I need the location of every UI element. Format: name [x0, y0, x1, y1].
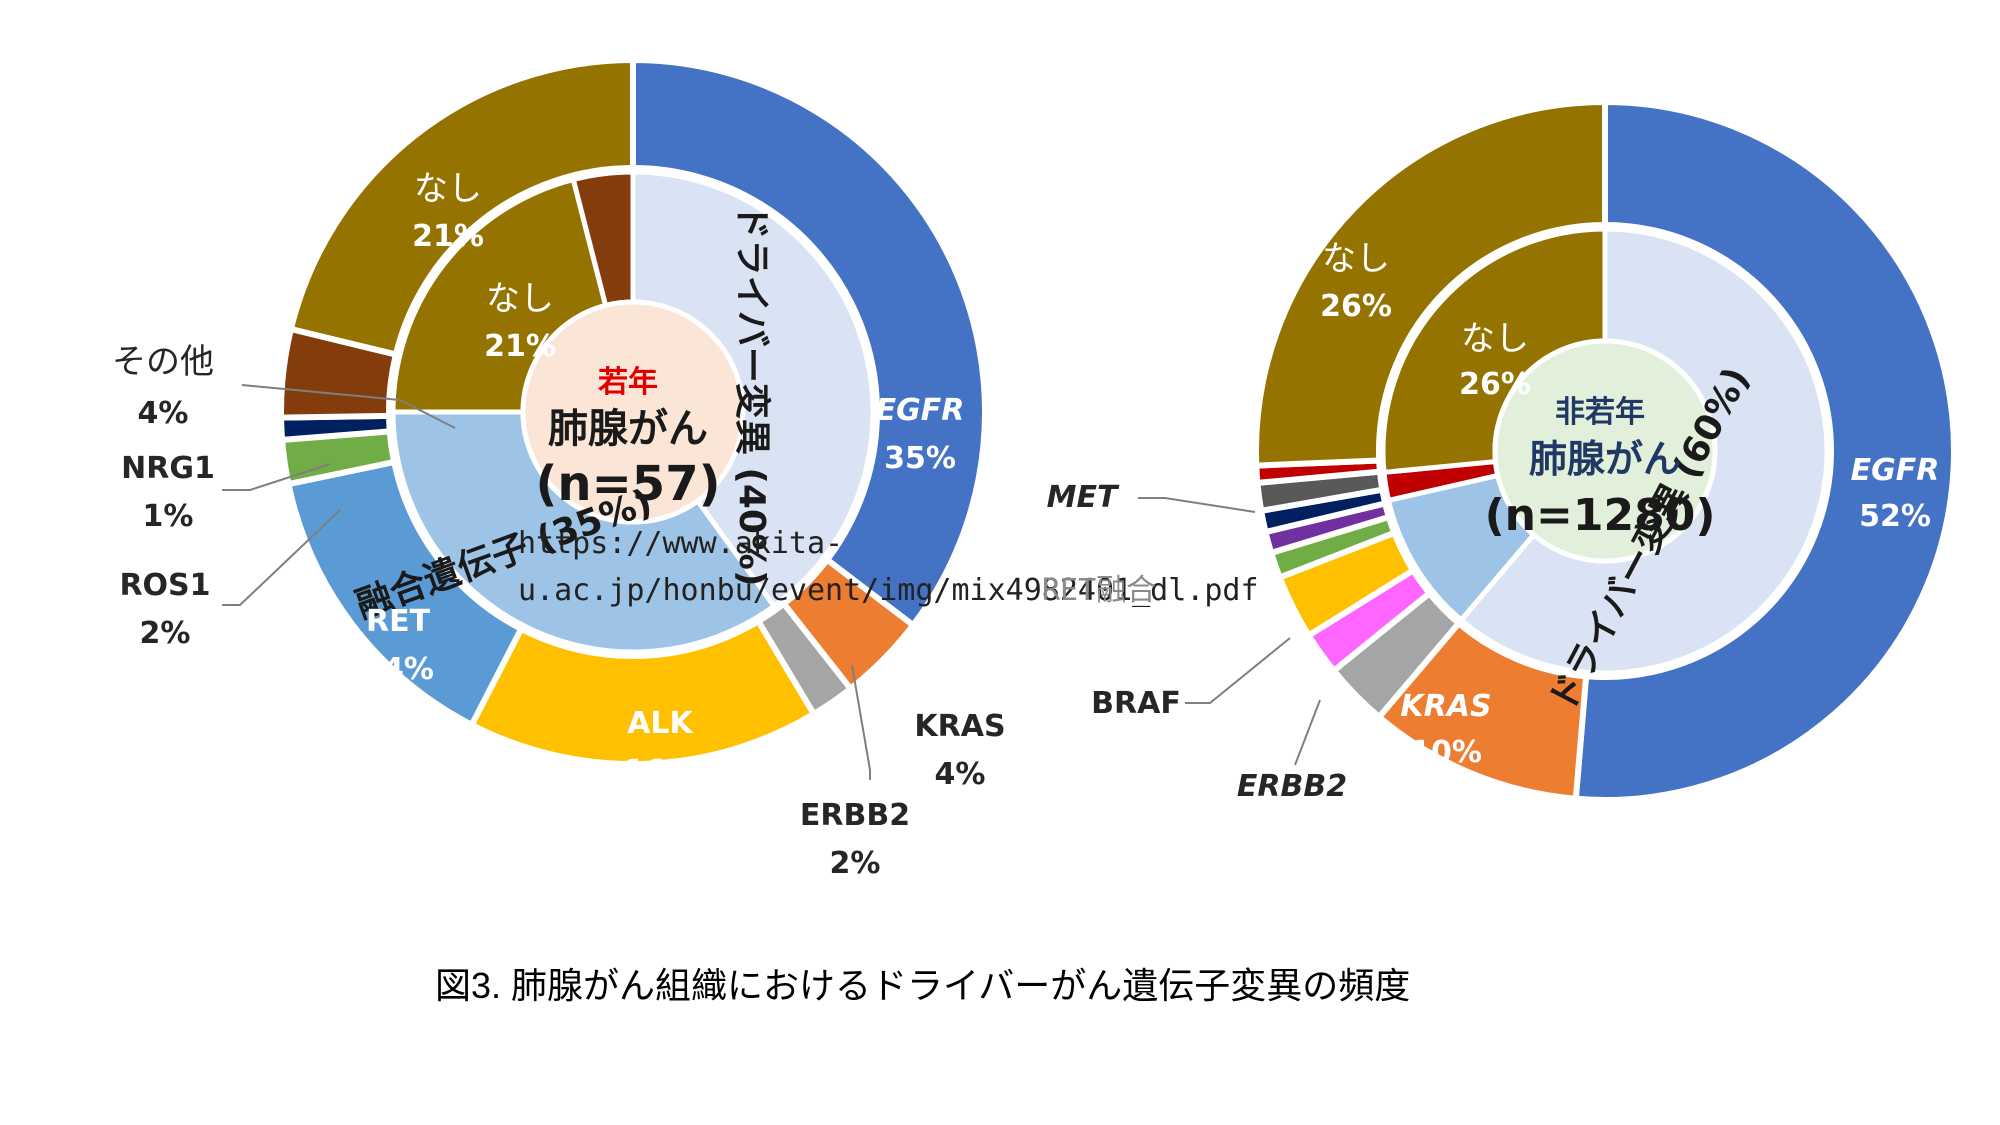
inner-none-pct-left: 21%	[484, 329, 556, 364]
young-adult-donut-chart	[277, 56, 988, 767]
leader-lines-right	[1138, 497, 1321, 766]
inner-none-name-right: なし	[1461, 319, 1529, 359]
label-erbb2-left: ERBB2	[800, 798, 910, 833]
pct-alk-left: 16%	[624, 754, 696, 789]
nonyoung-outer-slice-0-egfr	[1572, 98, 1957, 803]
outer-none-pct-right: 26%	[1320, 289, 1392, 324]
center-n-right: (n=1280)	[1485, 490, 1716, 541]
watermark-line2: u.ac.jp/honbu/event/img/mix4982401_dl.pd…	[518, 573, 1259, 608]
outer-none-name-left: なし	[414, 169, 482, 209]
young-outer-slice-8--	[287, 56, 636, 359]
ring-label-driver-left: ドライバー変異 (40%)	[731, 204, 773, 587]
label-alk-left: ALK	[627, 706, 694, 741]
pct-ros1-left: 2%	[140, 616, 191, 651]
pct-kras-left: 4%	[935, 757, 986, 792]
pct-nrg1-left: 1%	[143, 499, 194, 534]
label-ros1-left: ROS1	[119, 568, 210, 603]
center-subtitle-right: 肺腺がん	[1529, 437, 1681, 481]
inner-none-pct-right: 26%	[1459, 367, 1531, 402]
pct-egfr-left: 35%	[884, 441, 956, 476]
watermark-overlap: RET融合	[1042, 573, 1156, 608]
young-center-circle	[520, 299, 746, 525]
center-subtitle-left: 肺腺がん	[548, 406, 708, 452]
pct-erbb2-left: 2%	[830, 846, 881, 881]
pct-kras-right: 10%	[1410, 735, 1482, 770]
figure-caption: 図3. 肺腺がん組織におけるドライバーがん遺伝子変異の頻度	[435, 965, 1410, 1006]
pct-ret-left: 14%	[362, 652, 434, 687]
label-egfr-left: EGFR	[876, 393, 965, 428]
center-title-right: 非若年	[1555, 395, 1645, 430]
inner-none-name-left: なし	[486, 279, 554, 319]
label-braf-right: BRAF	[1091, 686, 1181, 721]
outer-none-name-right: なし	[1322, 239, 1390, 279]
pct-egfr-right: 52%	[1859, 499, 1931, 534]
nonyoung-center-circle	[1492, 338, 1718, 564]
label-nrg1-left: NRG1	[121, 451, 215, 486]
label-egfr-right: EGFR	[1851, 453, 1940, 488]
center-title-left: 若年	[598, 365, 658, 400]
watermark-line1: https://www.akita-	[518, 526, 843, 561]
url-watermark: https://www.akita- u.ac.jp/honbu/event/i…	[518, 526, 1259, 608]
label-met-right: MET	[1047, 480, 1120, 515]
leader-lines-left	[222, 384, 871, 780]
label-kras-right: KRAS	[1400, 689, 1491, 724]
label-ret-left: RET	[366, 604, 431, 639]
outer-none-pct-left: 21%	[412, 219, 484, 254]
label-other-left: その他	[112, 342, 214, 382]
young-outer-slice-0-egfr	[630, 56, 988, 630]
label-erbb2-right: ERBB2	[1237, 769, 1347, 804]
label-kras-left: KRAS	[914, 709, 1005, 744]
non-young-donut-chart	[1253, 98, 1957, 803]
pct-other-left: 4%	[138, 396, 189, 431]
nonyoung-outer-slice-10--	[1253, 98, 1608, 469]
center-n-left: (n=57)	[535, 456, 720, 512]
